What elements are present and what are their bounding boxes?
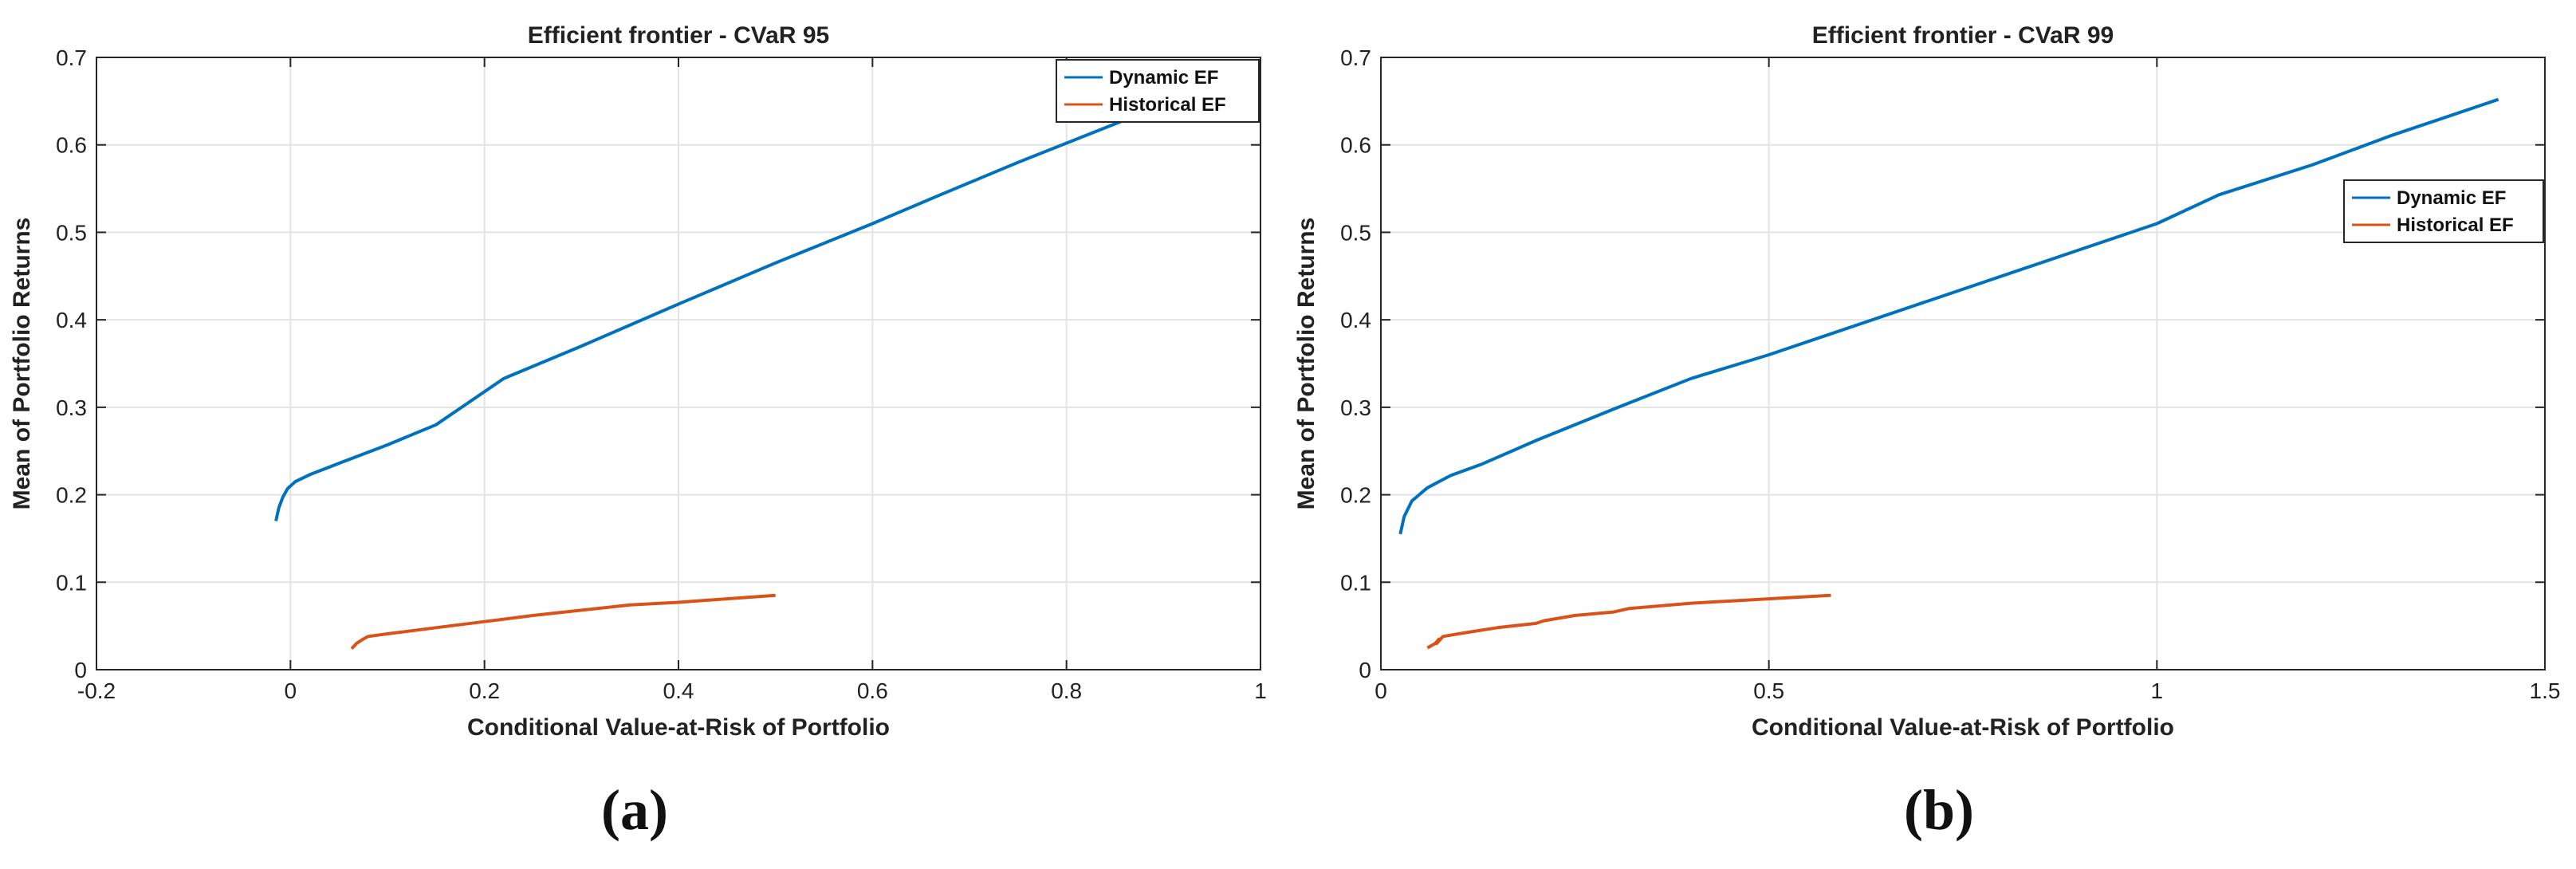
- x-tick-label: 0.5: [1753, 678, 1784, 703]
- grid-lines: [1380, 57, 2546, 670]
- legend-label-historical-ef: Historical EF: [1109, 94, 1226, 116]
- series-lines: [274, 111, 1145, 651]
- legend-label-historical-ef: Historical EF: [2397, 214, 2514, 236]
- y-tick-label: 0.1: [1340, 570, 1371, 595]
- legend-label-dynamic-ef: Dynamic EF: [2397, 187, 2506, 209]
- series-line-dynamic-ef: [1398, 97, 2499, 535]
- y-tick-label: 0.5: [56, 220, 87, 245]
- y-tick-label: 0.2: [1340, 483, 1371, 508]
- chart-panel-a: -0.2 0 0.2 0.4 0.6 0.8 100.10.20.30.40.50.60.7…: [9, 22, 1267, 842]
- x-tick-label: 1: [2151, 678, 2164, 703]
- legend-box: [1056, 59, 1260, 123]
- x-tick-label: 0: [285, 678, 297, 703]
- series-lines: [1398, 97, 2499, 650]
- panel-label: (a): [601, 778, 668, 842]
- panel-label: (b): [1904, 778, 1974, 842]
- y-tick-label: 0: [74, 658, 87, 682]
- grid-lines: [96, 57, 1261, 670]
- y-tick-label: 0.7: [1340, 45, 1371, 70]
- series-line-historical-ef: [1426, 593, 1831, 650]
- axes-box: [1380, 57, 2546, 670]
- legend: Dynamic EF Historical EF: [1056, 59, 1260, 123]
- y-tick-label: 0.6: [1340, 133, 1371, 158]
- x-tick-label: 0.6: [857, 678, 888, 703]
- x-tick-label: 0.4: [663, 678, 694, 703]
- axis-ticks: -0.2 0 0.2 0.4 0.6 0.8 100.10.20.30.40.50.60.7: [56, 45, 1267, 703]
- y-tick-label: 0: [1359, 658, 1371, 682]
- legend-box: [2343, 179, 2544, 243]
- legend-label-dynamic-ef: Dynamic EF: [1109, 67, 1218, 88]
- chart-title: Efficient frontier - CVaR 95: [528, 22, 829, 49]
- x-axis-label: Conditional Value-at-Risk of Portfolio: [1752, 714, 2174, 741]
- x-tick-label: 1.5: [2530, 678, 2561, 703]
- y-tick-label: 0.5: [1340, 220, 1371, 245]
- y-tick-label: 0.7: [56, 45, 87, 70]
- x-tick-label: 1: [1254, 678, 1267, 703]
- chart-title: Efficient frontier - CVaR 99: [1812, 22, 2114, 49]
- y-tick-label: 0.3: [56, 395, 87, 420]
- x-tick-label: 0.2: [469, 678, 500, 703]
- legend: Dynamic EF Historical EF: [2343, 179, 2544, 243]
- y-tick-label: 0.1: [56, 570, 87, 595]
- x-tick-label: 0: [1375, 678, 1387, 703]
- y-axis-label: Mean of Portfolio Returns: [1293, 218, 1319, 510]
- y-axis-label: Mean of Portfolio Returns: [9, 218, 35, 510]
- x-tick-label: -0.2: [77, 678, 116, 703]
- y-tick-label: 0.4: [1340, 308, 1371, 332]
- y-tick-label: 0.6: [56, 133, 87, 158]
- x-tick-label: 0.8: [1051, 678, 1082, 703]
- series-line-dynamic-ef: [274, 111, 1145, 521]
- y-tick-label: 0.4: [56, 308, 87, 332]
- x-axis-label: Conditional Value-at-Risk of Portfolio: [467, 714, 890, 741]
- chart-panel-b: 0 0.5 1 1.5 0 0.1 0.2 0.3 0.4 0.5 0.6 0.7 Efficient…: [1293, 22, 2560, 842]
- series-line-historical-ef: [350, 593, 776, 651]
- y-tick-label: 0.2: [56, 483, 87, 508]
- y-tick-label: 0.3: [1340, 395, 1371, 420]
